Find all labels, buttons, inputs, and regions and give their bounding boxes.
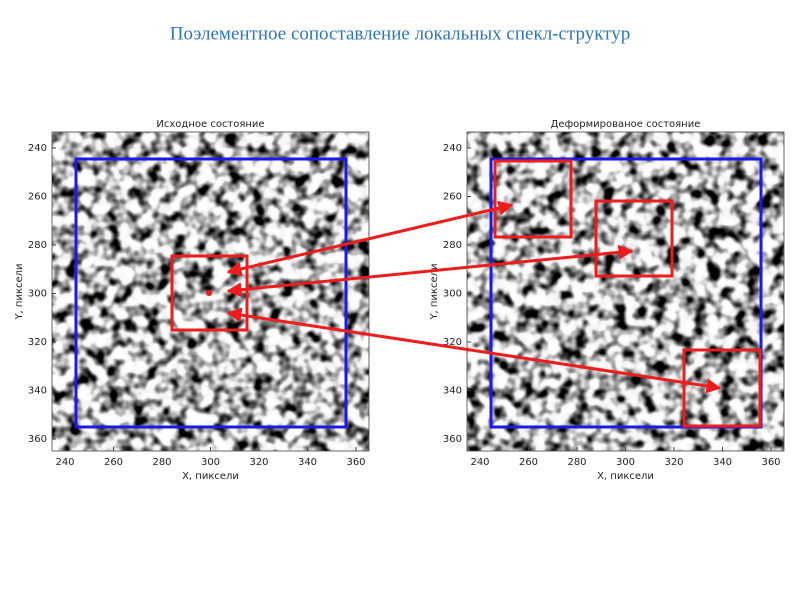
x-tick-label: 340 bbox=[713, 457, 732, 468]
y-tick-label: 300 bbox=[28, 289, 47, 300]
subset-box bbox=[594, 199, 674, 278]
x-tick-label: 320 bbox=[249, 457, 268, 468]
panel-title: Исходное состояние bbox=[156, 119, 264, 130]
y-tick-label: 340 bbox=[443, 386, 462, 397]
y-tick-label: 320 bbox=[28, 337, 47, 348]
x-tick-label: 240 bbox=[470, 457, 489, 468]
y-tick-label: 300 bbox=[443, 289, 462, 300]
x-tick-label: 300 bbox=[201, 457, 220, 468]
y-tick-label: 280 bbox=[28, 240, 47, 251]
y-tick-label: 240 bbox=[443, 143, 462, 154]
center-point bbox=[206, 290, 212, 296]
x-tick-label: 260 bbox=[519, 457, 538, 468]
x-tick-label: 360 bbox=[346, 457, 365, 468]
x-tick-label: 280 bbox=[152, 457, 171, 468]
y-tick-label: 240 bbox=[28, 143, 47, 154]
y-tick-label: 340 bbox=[28, 386, 47, 397]
slide-title: Поэлементное сопоставление локальных спе… bbox=[170, 23, 631, 44]
y-axis-label: Y, пиксели bbox=[14, 263, 25, 320]
x-axis-label: X, пиксели bbox=[182, 471, 239, 482]
subset-box bbox=[493, 159, 573, 239]
y-tick-label: 280 bbox=[443, 240, 462, 251]
x-tick-label: 240 bbox=[55, 457, 74, 468]
x-tick-label: 280 bbox=[567, 457, 586, 468]
x-tick-label: 320 bbox=[664, 457, 683, 468]
speckle-image bbox=[467, 132, 784, 451]
y-tick-label: 360 bbox=[28, 434, 47, 445]
panel-title: Деформированое состояние bbox=[551, 119, 701, 130]
match-arrow bbox=[226, 244, 634, 298]
y-tick-label: 260 bbox=[443, 192, 462, 203]
x-tick-label: 260 bbox=[104, 457, 123, 468]
x-tick-label: 360 bbox=[761, 457, 780, 468]
x-tick-label: 300 bbox=[616, 457, 635, 468]
match-arrow bbox=[226, 307, 722, 394]
x-axis-label: X, пиксели bbox=[597, 471, 654, 482]
y-tick-label: 260 bbox=[28, 192, 47, 203]
y-tick-label: 360 bbox=[443, 434, 462, 445]
x-tick-label: 340 bbox=[298, 457, 317, 468]
